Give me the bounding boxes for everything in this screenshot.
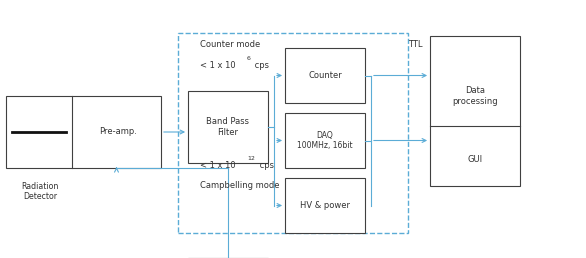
Text: Band Pass
Filter: Band Pass Filter [206,117,250,137]
Text: 12: 12 [247,157,255,162]
Text: < 1 x 10: < 1 x 10 [200,60,236,69]
Text: Counter mode: Counter mode [200,39,260,49]
Text: Counter: Counter [308,71,342,80]
Bar [188,91,268,163]
Bar [6,96,161,168]
Bar [285,113,365,168]
Text: HV & power: HV & power [300,201,350,210]
Bar [285,48,365,103]
Bar [285,178,365,233]
Text: Pre-amp.: Pre-amp. [99,127,137,136]
Text: GUI: GUI [468,155,482,164]
Text: < 1 x 10: < 1 x 10 [200,162,236,171]
Text: TTL: TTL [408,39,423,49]
Bar [430,36,520,186]
Text: Data
processing: Data processing [452,86,498,106]
Text: cps: cps [252,60,269,69]
Text: cps: cps [257,162,274,171]
Text: Radiation
Detector: Radiation Detector [21,182,59,201]
Bar [178,33,408,233]
Text: 6: 6 [247,55,251,60]
Text: DAQ
100MHz, 16bit: DAQ 100MHz, 16bit [297,131,353,150]
Text: Campbelling mode: Campbelling mode [200,181,280,190]
